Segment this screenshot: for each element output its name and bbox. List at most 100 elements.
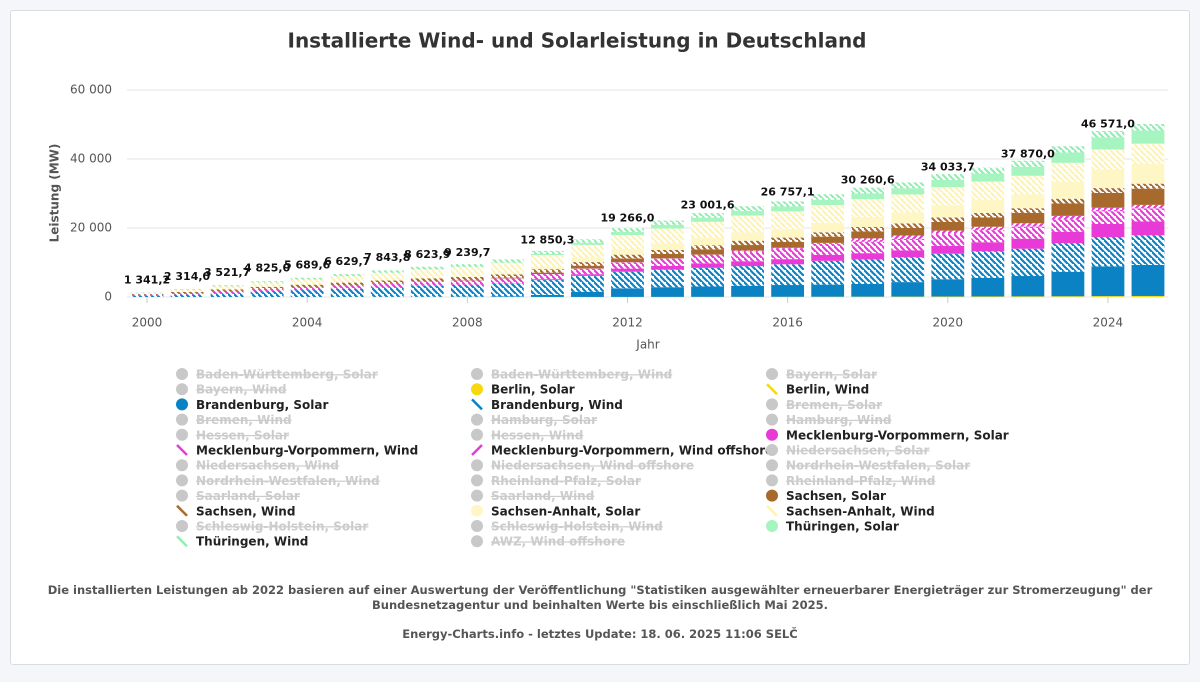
bar-segment <box>530 255 564 267</box>
legend-item[interactable]: Brandenburg, Solar <box>176 398 328 412</box>
legend-item[interactable]: Sachsen, Wind <box>176 504 295 518</box>
bar-segment <box>931 217 965 222</box>
bar-segment <box>731 215 765 233</box>
bar-segment <box>651 224 684 229</box>
legend-symbol <box>176 504 188 517</box>
legend-item[interactable]: Niedersachsen, Wind offshore <box>471 459 694 473</box>
bar-segment <box>691 245 724 250</box>
bar-segment <box>1051 152 1085 163</box>
bar-segment <box>691 221 724 238</box>
legend-item[interactable]: Bayern, Wind <box>176 383 287 397</box>
legend-label: Nordrhein-Westfalen, Wind <box>196 474 380 488</box>
bar-segment <box>170 289 204 290</box>
bar-segment <box>1131 183 1165 189</box>
bar-segment <box>731 251 765 262</box>
legend-item[interactable]: Niedersachsen, Solar <box>766 444 929 458</box>
bar-segment <box>891 188 925 195</box>
legend-label: Saarland, Solar <box>196 489 300 503</box>
legend-item[interactable]: Bremen, Solar <box>766 398 882 412</box>
legend-symbol <box>766 520 778 532</box>
bar-segment <box>1051 231 1085 244</box>
legend-item[interactable]: Hamburg, Wind <box>766 413 892 427</box>
legend-item[interactable]: Sachsen, Solar <box>766 489 886 503</box>
legend-item[interactable]: Bayern, Solar <box>766 368 877 382</box>
legend-item[interactable]: Nordrhein-Westfalen, Solar <box>766 459 970 473</box>
bar-segment <box>731 245 765 251</box>
legend-item[interactable]: Mecklenburg-Vorpommern, Wind offshore <box>471 444 773 458</box>
bar-segment <box>1091 237 1125 267</box>
bar-segment <box>651 253 684 259</box>
legend-label: Hamburg, Wind <box>786 413 892 427</box>
total-label: 3 521,7 <box>204 266 250 279</box>
bar-segment <box>1131 264 1165 296</box>
legend-label: Niedersachsen, Wind <box>196 459 339 473</box>
legend-item[interactable]: Rheinland-Pfalz, Wind <box>766 474 935 488</box>
x-tick-label: 2024 <box>1093 316 1124 330</box>
bar-segment <box>1131 221 1165 236</box>
y-tick-label: 60 000 <box>70 83 112 97</box>
bar-segment <box>891 238 925 251</box>
legend-item[interactable]: Hamburg, Solar <box>471 413 597 427</box>
bar-segment <box>210 286 244 290</box>
bar-segment <box>1051 198 1085 204</box>
bar-segment <box>851 238 885 242</box>
bar-segment <box>1131 208 1165 222</box>
bar-segment <box>1011 226 1045 239</box>
legend-item[interactable]: Thüringen, Wind <box>176 535 308 549</box>
bar-segment <box>691 254 724 264</box>
bar-segment <box>731 285 765 297</box>
legend-item[interactable]: Sachsen-Anhalt, Solar <box>471 504 640 518</box>
legend-symbol <box>176 413 188 426</box>
bar-segment <box>170 294 204 297</box>
total-label: 9 239,7 <box>444 246 490 259</box>
bar-segment <box>891 282 925 297</box>
bar-segment <box>651 228 684 244</box>
legend-item[interactable]: Saarland, Solar <box>176 489 300 503</box>
legend-item[interactable]: Mecklenburg-Vorpommern, Solar <box>766 428 1009 442</box>
bar-segment <box>651 243 684 250</box>
legend-item[interactable]: Mecklenburg-Vorpommern, Wind <box>176 444 418 458</box>
bar-segment <box>1091 192 1125 208</box>
bar-segment <box>530 280 564 295</box>
x-axis-label: Jahr <box>635 338 659 352</box>
bar-segment <box>1131 235 1165 265</box>
legend-label: Rheinland-Pfalz, Wind <box>786 474 935 488</box>
legend-item[interactable]: Brandenburg, Wind <box>471 398 623 412</box>
bar-segment <box>290 284 324 287</box>
legend-item[interactable]: Schleswig-Holstein, Wind <box>471 520 663 534</box>
bar-segment <box>571 244 604 258</box>
legend-item[interactable]: Nordrhein-Westfalen, Wind <box>176 474 380 488</box>
bar-segment <box>971 217 1005 227</box>
legend-item[interactable]: Berlin, Wind <box>766 383 869 397</box>
legend-symbol <box>766 444 778 456</box>
total-label: 1 341,2 <box>124 273 170 286</box>
legend-label: Bremen, Wind <box>196 413 292 427</box>
legend-item[interactable]: Niedersachsen, Wind <box>176 459 339 473</box>
legend-item[interactable]: Hessen, Solar <box>176 428 289 442</box>
bar-segment <box>1011 175 1045 195</box>
legend-item[interactable]: AWZ, Wind offshore <box>471 535 625 549</box>
bar-segment <box>931 221 965 231</box>
bar-segment <box>530 250 564 255</box>
legend-item[interactable]: Thüringen, Solar <box>766 520 899 534</box>
bar-segment <box>811 242 845 244</box>
legend-item[interactable]: Bremen, Wind <box>176 413 292 427</box>
legend-item[interactable]: Sachsen-Anhalt, Wind <box>766 504 935 518</box>
legend-label: Berlin, Solar <box>491 383 575 397</box>
bar-segment <box>771 264 805 286</box>
legend-symbol <box>766 504 778 517</box>
bar-segment <box>490 283 524 297</box>
legend-item[interactable]: Saarland, Wind <box>471 489 594 503</box>
legend-item[interactable]: Baden-Württemberg, Wind <box>471 368 672 382</box>
legend-item[interactable]: Berlin, Solar <box>471 383 575 397</box>
legend-label: Sachsen, Solar <box>786 489 886 503</box>
total-label: 7 843,8 <box>364 251 410 264</box>
bar-segment <box>611 262 644 269</box>
bar-segment <box>1091 296 1125 297</box>
legend-item[interactable]: Baden-Württemberg, Solar <box>176 368 378 382</box>
legend-item[interactable]: Schleswig-Holstein, Solar <box>176 520 368 534</box>
legend-item[interactable]: Rheinland-Pfalz, Solar <box>471 474 641 488</box>
bar-segment <box>931 279 965 297</box>
legend-item[interactable]: Hessen, Wind <box>471 428 583 442</box>
bar-segment <box>290 290 324 297</box>
